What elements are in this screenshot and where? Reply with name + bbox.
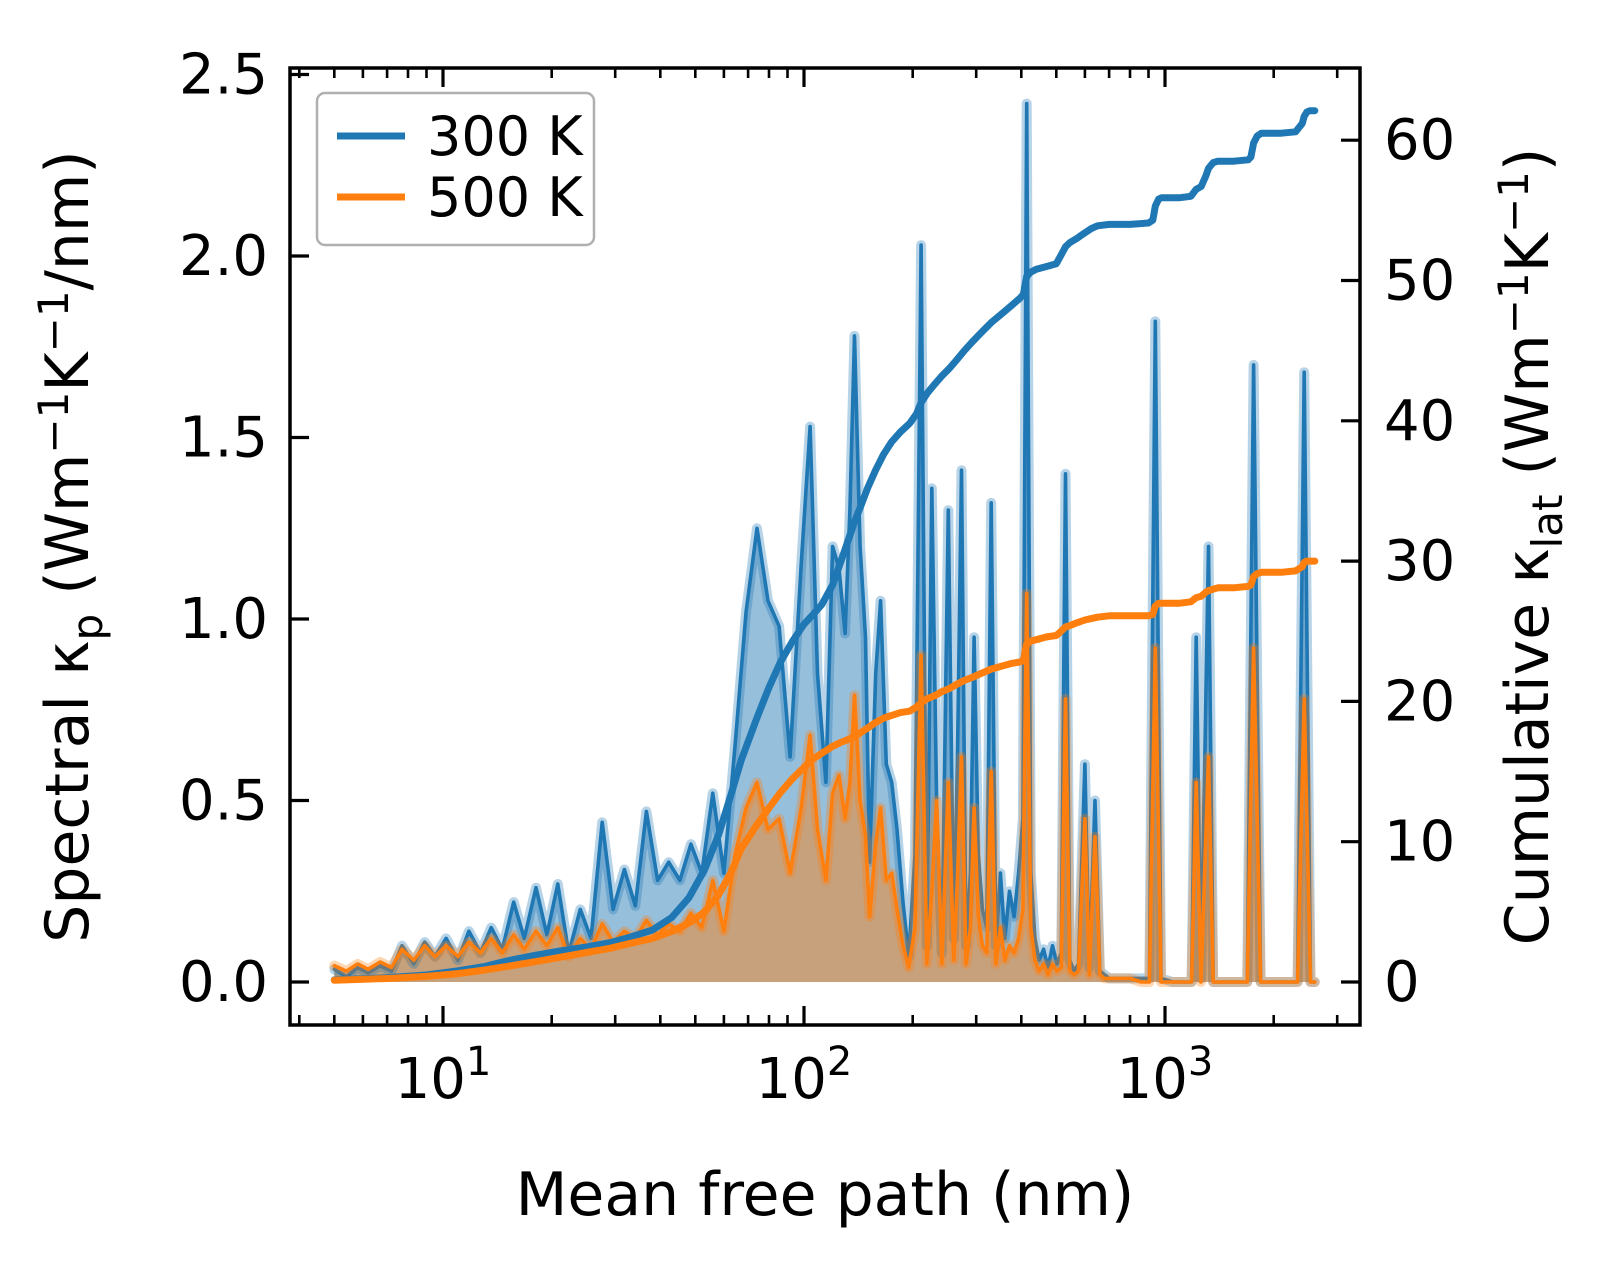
- axes-spines: [288, 66, 1362, 1027]
- y-right-tick-label: 20: [1384, 669, 1455, 734]
- legend-label-300k: 300 K: [427, 105, 584, 168]
- spectral-fill-500k: [334, 593, 1315, 982]
- x-tick-label: 102: [756, 1039, 853, 1112]
- x-tick-label: 103: [1117, 1039, 1214, 1112]
- y-left-tick-label: 2.5: [179, 43, 268, 108]
- y-right-axis-label: Cumulative κlat (Wm−1K−1): [1489, 148, 1572, 946]
- y-left-tick-label: 1.5: [179, 406, 268, 471]
- legend-box: [315, 91, 596, 247]
- y-left-tick-label: 0.0: [179, 950, 268, 1015]
- y-right-tick-label: 40: [1384, 389, 1455, 454]
- y-left-tick-label: 0.5: [179, 769, 268, 834]
- y-left-tick-label: 1.0: [179, 587, 268, 652]
- x-axis-label: Mean free path (nm): [516, 1160, 1135, 1230]
- y-right-tick-label: 10: [1384, 810, 1455, 875]
- y-right-tick-label: 0: [1384, 950, 1420, 1015]
- cumulative-line-500-k-cumulative: [330, 557, 1319, 984]
- y-right-tick-label: 30: [1384, 529, 1455, 594]
- legend-label-500k: 500 K: [427, 166, 584, 229]
- y-left-axis-label: Spectral κp (Wm−1K−1/nm): [29, 150, 112, 942]
- spectral-fill-300k: [334, 103, 1315, 982]
- y-right-tick-label: 60: [1384, 108, 1455, 173]
- cumulative-line-300-k-cumulative: [330, 107, 1319, 984]
- y-right-tick-label: 50: [1384, 249, 1455, 314]
- y-left-tick-label: 2.0: [179, 224, 268, 289]
- x-tick-label: 101: [395, 1039, 492, 1112]
